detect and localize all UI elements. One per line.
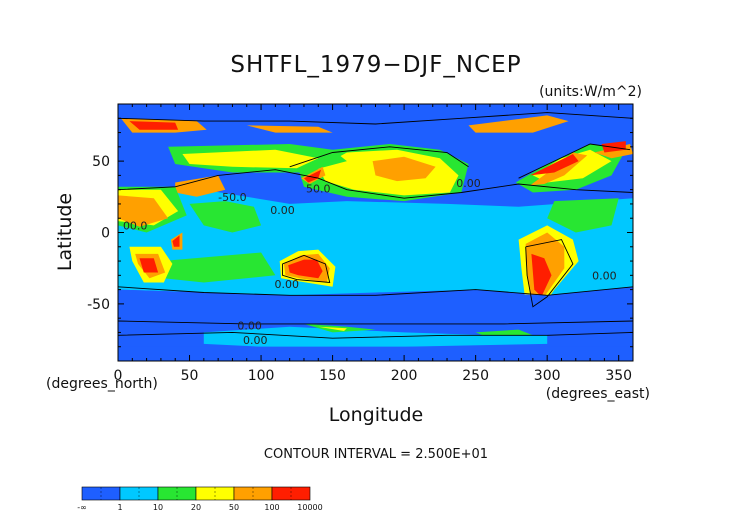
colorbar-label-5: 100 (264, 503, 279, 512)
japan-red (304, 169, 322, 183)
contour-label-4: 00.0 (123, 220, 148, 233)
arctic-red-west (129, 121, 179, 130)
indian-ocean-green (189, 201, 262, 233)
eurasia-yellow (182, 149, 319, 169)
contour-arctic (118, 112, 633, 125)
chart-title: SHTFL_1979−DJF_NCEP (230, 52, 521, 78)
y-tick-label--50: -50 (87, 297, 110, 313)
southern-ocean-blue (118, 286, 633, 324)
units-note: (units:W/m^2) (539, 84, 642, 100)
sahara-orange (118, 195, 169, 227)
contour-north-subtropics (118, 169, 633, 199)
y-tick-label-50: 50 (92, 154, 110, 170)
antarctic-green-2 (475, 329, 533, 336)
y-unit-note: (degrees_north) (46, 376, 158, 392)
contour-interval-text: CONTOUR INTERVAL = 2.500E+01 (264, 447, 488, 462)
north-america-coast-red (530, 154, 579, 176)
contour-australia (282, 254, 331, 284)
antarctic-yellow-1 (318, 326, 347, 331)
x-tick-label-350: 350 (605, 368, 632, 384)
contour-north-pacific (289, 146, 469, 168)
tropical-atlantic-green (547, 198, 619, 233)
x-tick-label-300: 300 (534, 368, 561, 384)
contour-south-america (525, 239, 574, 308)
x-axis: 0 50 100 150 200 250 300 350 (114, 104, 632, 384)
north-pacific-orange (372, 156, 436, 182)
contour-label-2: 0.00 (270, 204, 295, 217)
contour-southern-ocean (118, 320, 633, 325)
contour-label-5: 0.00 (275, 278, 300, 291)
colorbar-label-2: 10 (153, 503, 163, 512)
x-tick-label-50: 50 (181, 368, 199, 384)
plot-area: 50.0 0.000.00-50.000.00.000.000.000.00 (118, 104, 633, 361)
colorbar-label-0: -∞ (77, 503, 87, 512)
contour-label-6: 0.00 (592, 270, 617, 283)
contour-lines (118, 112, 633, 339)
flux-field (118, 115, 633, 361)
colorbar-label-1: 1 (117, 503, 122, 512)
andes-red (531, 253, 552, 297)
contour-south-subtropics (118, 286, 633, 296)
y-axis: -50 0 50 (87, 117, 633, 348)
x-unit-note: (degrees_east) (546, 386, 650, 402)
contour-label-7: 0.00 (237, 320, 262, 333)
south-indian-green (160, 252, 276, 283)
contour-label-3: -50.0 (218, 191, 246, 204)
y-axis-label: Latitude (54, 193, 76, 271)
x-axis-label: Longitude (329, 404, 424, 426)
north-atlantic-red-east (601, 141, 626, 153)
canada-arctic-orange (468, 115, 569, 133)
x-tick-label-250: 250 (462, 368, 489, 384)
antarctic-plateau-blue (118, 346, 633, 361)
contour-north-atlantic (518, 143, 631, 179)
contour-label-8: 0.00 (243, 334, 268, 347)
contour-labels: 50.0 0.000.00-50.000.00.000.000.000.00 (123, 177, 617, 347)
siberia-coast-orange (246, 125, 333, 133)
colorbar: -∞ 1 10 20 50 100 10000 (77, 486, 323, 512)
colorbar-label-4: 50 (229, 503, 239, 512)
middle-east-orange (175, 175, 226, 197)
x-tick-label-200: 200 (391, 368, 418, 384)
y-tick-label-0: 0 (101, 226, 110, 242)
colorbar-label-3: 20 (191, 503, 201, 512)
contour-antarctic (118, 331, 633, 339)
australia-red (288, 259, 323, 279)
colorbar-label-6: 10000 (297, 503, 322, 512)
east-africa-red (172, 235, 180, 247)
contour-label-1: 0.00 (456, 177, 481, 190)
x-tick-label-150: 150 (319, 368, 346, 384)
x-tick-label-0: 0 (114, 368, 123, 384)
x-tick-label-100: 100 (248, 368, 275, 384)
contour-label-0: 50.0 (306, 183, 331, 196)
southern-africa-red (139, 258, 159, 273)
